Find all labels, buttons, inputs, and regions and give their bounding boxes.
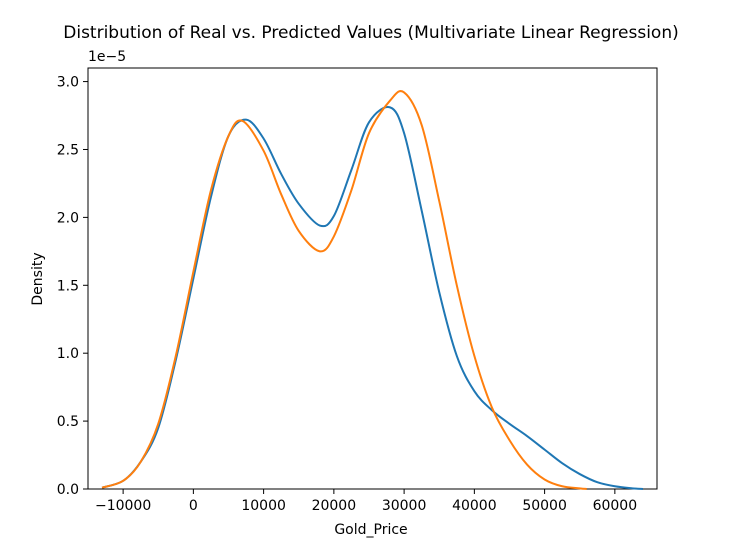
plot-frame xyxy=(87,67,658,490)
y-tick-label: 0.0 xyxy=(57,482,79,498)
y-tick-label: 3.0 xyxy=(57,75,79,91)
x-tick-label: 60000 xyxy=(593,498,638,514)
y-tick-label: 2.0 xyxy=(57,210,79,226)
x-tick-label: 20000 xyxy=(312,498,357,514)
series-line-1 xyxy=(101,106,644,490)
y-tick-label: 1.5 xyxy=(57,278,79,294)
x-tick-label: 30000 xyxy=(382,498,427,514)
y-tick-label: 0.5 xyxy=(57,414,79,430)
x-axis-ticks: −10000 0 10000 20000 30000 40000 50000 60000 xyxy=(95,489,637,514)
y-tick-label: 2.5 xyxy=(57,142,79,158)
series-line-2 xyxy=(101,90,587,490)
x-tick-label: 0 xyxy=(189,498,198,514)
y-axis-label: Density xyxy=(30,252,46,305)
x-axis-label: Gold_Price xyxy=(334,522,407,538)
y-axis-offset-label: 1e−5 xyxy=(88,49,126,65)
series-layer xyxy=(101,90,644,490)
x-tick-label: −10000 xyxy=(95,498,151,514)
chart-title: Distribution of Real vs. Predicted Value… xyxy=(63,23,678,43)
y-axis-ticks: 0.0 0.5 1.0 1.5 2.0 2.5 3.0 xyxy=(57,75,88,498)
x-tick-label: 40000 xyxy=(452,498,497,514)
y-tick-label: 1.0 xyxy=(57,346,79,362)
x-tick-label: 10000 xyxy=(241,498,286,514)
x-tick-label: 50000 xyxy=(522,498,567,514)
